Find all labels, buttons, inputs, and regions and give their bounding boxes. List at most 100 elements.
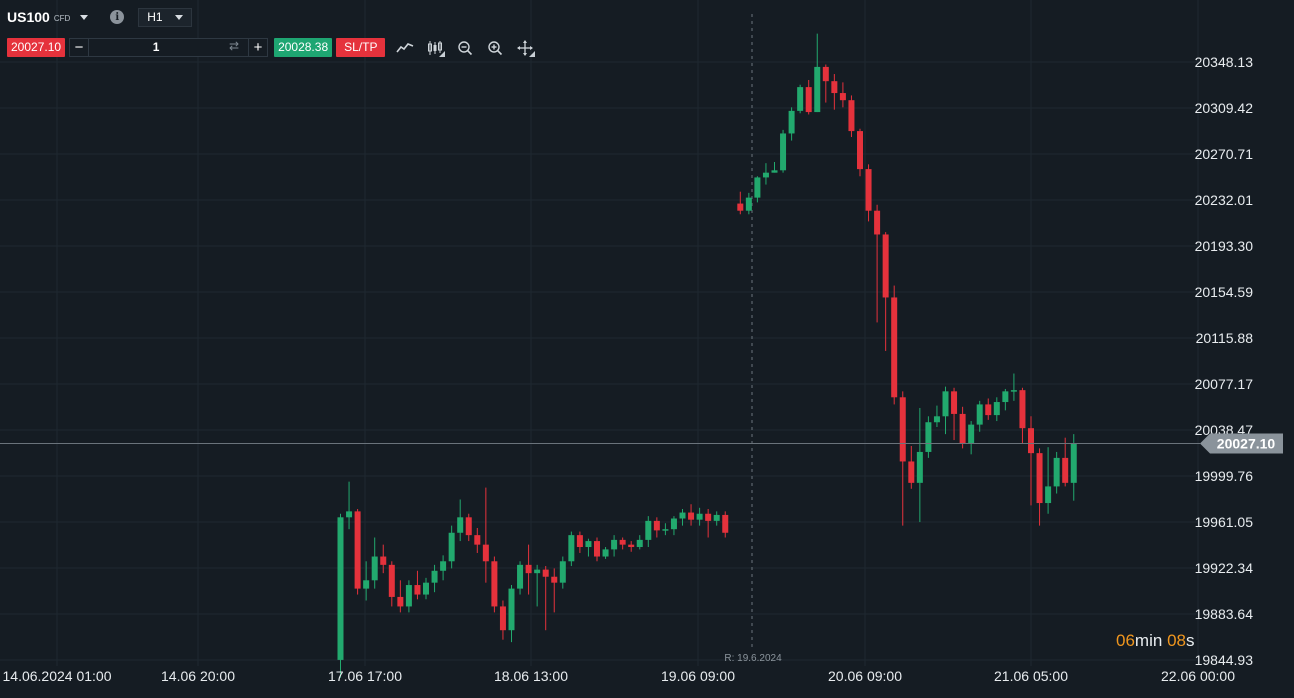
timeframe-select[interactable]: H1: [138, 7, 193, 27]
candle-body: [925, 422, 932, 452]
swap-icon[interactable]: ⇄: [229, 39, 240, 53]
candle-body: [534, 569, 541, 574]
candle-body: [1045, 486, 1052, 504]
candle-countdown: 06min 08s: [1116, 631, 1194, 651]
candle-body: [831, 81, 838, 94]
candle-body: [705, 513, 712, 521]
candle-body: [762, 172, 769, 178]
candle-body: [780, 133, 787, 171]
symbol-dropdown-icon[interactable]: [80, 14, 89, 20]
quantity-stepper[interactable]: − 1 ⇄ +: [69, 38, 269, 57]
candle-body: [576, 535, 583, 548]
candle-body: [848, 100, 855, 132]
candle-body: [457, 517, 464, 533]
candle-body: [857, 131, 863, 170]
zoom-out-icon[interactable]: [455, 38, 475, 58]
quantity-value[interactable]: 1: [152, 40, 160, 54]
candle-body: [448, 532, 455, 562]
y-tick-label: 20193.30: [1195, 238, 1254, 254]
timer-sec-label: s: [1185, 631, 1195, 650]
candle-body: [474, 535, 481, 545]
x-tick-label: 17.06 17:00: [328, 668, 402, 684]
candle-body: [602, 549, 609, 557]
candle-body: [380, 556, 387, 565]
candle-body: [882, 234, 889, 298]
candle-body: [1070, 443, 1077, 483]
y-tick-label: 20348.13: [1195, 54, 1254, 70]
candle-body: [993, 402, 1000, 416]
candle-body: [628, 544, 635, 548]
candle-body: [662, 529, 669, 531]
candle-body: [371, 556, 378, 581]
y-tick-label: 20232.01: [1195, 192, 1254, 208]
candle-body: [1002, 391, 1009, 403]
candle-body: [908, 461, 915, 483]
y-tick-label: 20115.88: [1196, 330, 1254, 346]
x-tick-label: 18.06 13:00: [494, 668, 568, 684]
candle-body: [1028, 428, 1034, 454]
y-tick-label: 20270.71: [1195, 146, 1254, 162]
candle-body: [916, 451, 923, 483]
candle-body: [1019, 390, 1026, 429]
candle-body: [839, 93, 846, 101]
candle-body: [482, 544, 489, 562]
y-tick-label: 20077.17: [1195, 376, 1254, 392]
x-tick-label: 14.06.2024 01:00: [3, 668, 112, 684]
candle-body: [891, 297, 898, 398]
candle-body: [976, 404, 983, 425]
candle-body: [517, 564, 524, 589]
candle-body: [559, 561, 566, 583]
candle-body: [525, 564, 532, 574]
buy-price-button[interactable]: 20028.38: [274, 38, 333, 57]
timer-min-label: min: [1134, 631, 1163, 650]
candle-body: [388, 564, 395, 597]
candle-body: [696, 513, 703, 520]
move-icon[interactable]: [515, 38, 536, 58]
sltp-button[interactable]: SL/TP: [336, 38, 386, 57]
chart-toolbar: US100 CFD i H1 20027.10 − 1 ⇄ + 20028.38…: [0, 0, 560, 70]
candlestick-icon[interactable]: [425, 38, 446, 58]
candle-body: [611, 539, 618, 550]
candle-body: [737, 203, 744, 211]
y-tick-label: 19999.76: [1195, 468, 1254, 484]
info-icon[interactable]: i: [110, 10, 125, 24]
candle-body: [508, 588, 515, 631]
candle-body: [431, 570, 438, 583]
sell-price-button[interactable]: 20027.10: [7, 38, 66, 57]
current-price-tag: [1200, 433, 1283, 454]
y-tick-label: 20309.42: [1195, 100, 1254, 116]
candle-body: [594, 541, 600, 557]
candle-body: [688, 512, 695, 520]
candle-body: [499, 606, 506, 631]
candle-body: [423, 582, 429, 595]
candle-body: [874, 210, 881, 235]
candle-body: [822, 66, 829, 82]
candle-body: [491, 561, 498, 607]
candle-body: [788, 110, 795, 134]
candle-body: [636, 539, 643, 548]
candle-body: [959, 413, 966, 444]
symbol-tag: CFD: [53, 14, 71, 23]
candle-body: [951, 391, 958, 414]
candle-body: [942, 391, 949, 417]
zoom-in-icon[interactable]: [485, 38, 505, 58]
y-tick-label: 19844.93: [1195, 652, 1254, 668]
candle-body: [354, 511, 361, 589]
timer-minutes: 06: [1116, 631, 1135, 650]
y-tick-label: 19961.05: [1195, 514, 1254, 530]
current-price-label: 20027.10: [1217, 436, 1276, 452]
x-tick-label: 20.06 09:00: [828, 668, 902, 684]
line-chart-icon[interactable]: [395, 38, 415, 58]
candle-body: [542, 569, 549, 577]
minus-icon[interactable]: −: [70, 39, 90, 56]
candle-body: [754, 177, 761, 198]
candle-body: [440, 561, 447, 571]
candle-body: [645, 520, 652, 540]
candle-body: [968, 424, 975, 444]
plus-icon[interactable]: +: [248, 39, 267, 56]
candle-body: [713, 514, 720, 521]
candle-body: [337, 517, 344, 660]
chevron-down-icon: [175, 14, 184, 20]
